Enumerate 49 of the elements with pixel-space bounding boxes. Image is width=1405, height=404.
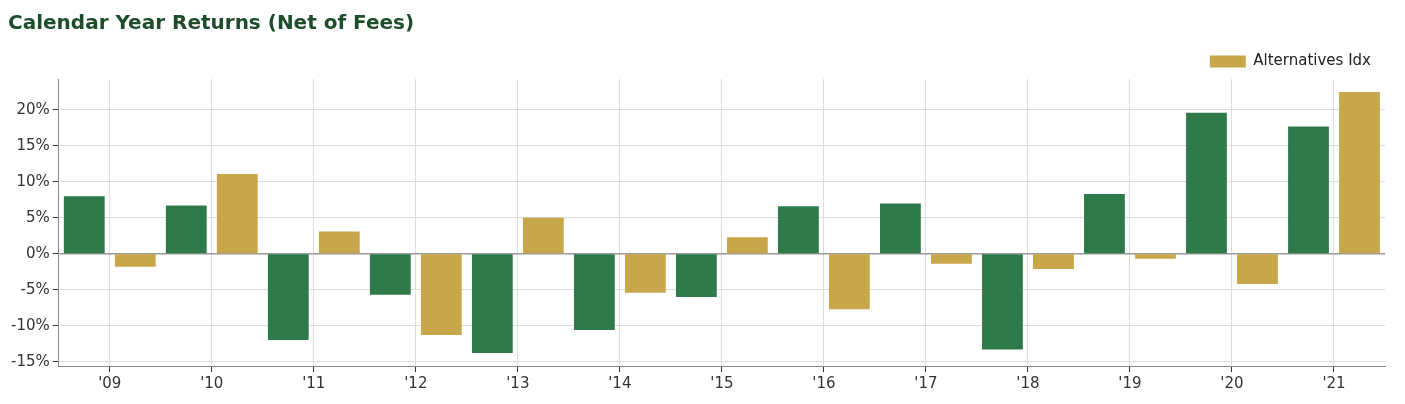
bar — [880, 203, 921, 254]
y-tick-label: 5% — [25, 207, 50, 226]
y-tick-label: -5% — [20, 279, 50, 298]
x-tick-label: '09 — [98, 373, 122, 392]
bar — [420, 254, 462, 336]
x-tick-label: '21 — [1322, 373, 1346, 392]
bar — [267, 254, 309, 341]
x-tick-label: '18 — [1016, 373, 1040, 392]
bar — [1186, 112, 1227, 254]
bar — [1339, 91, 1380, 254]
bar — [726, 237, 768, 254]
bar — [982, 254, 1023, 350]
bar — [63, 196, 105, 254]
bar — [829, 254, 870, 310]
bar — [369, 254, 411, 295]
bar — [777, 206, 819, 254]
bar — [522, 217, 564, 254]
bar — [165, 205, 207, 254]
x-tick-label: '12 — [404, 373, 428, 392]
bar — [1288, 126, 1329, 254]
bar — [471, 254, 513, 354]
bar — [216, 173, 258, 254]
y-tick-label: 20% — [16, 99, 50, 118]
x-tick-label: '13 — [506, 373, 530, 392]
bar — [1237, 254, 1278, 284]
y-tick-label: -15% — [10, 351, 50, 370]
x-tick-label: '17 — [914, 373, 938, 392]
y-tick-label: 0% — [25, 243, 50, 262]
bar — [114, 254, 156, 267]
bar — [318, 231, 360, 254]
y-tick-label: 10% — [16, 171, 50, 190]
x-tick-label: '11 — [302, 373, 326, 392]
chart-title: Calendar Year Returns (Net of Fees) — [8, 10, 415, 35]
bar — [675, 254, 717, 297]
bar — [1033, 254, 1074, 269]
x-tick-label: '20 — [1220, 373, 1244, 392]
bar — [573, 254, 615, 331]
x-tick-label: '19 — [1118, 373, 1142, 392]
x-tick-label: '10 — [200, 373, 224, 392]
bar — [624, 254, 666, 293]
x-tick-label: '14 — [608, 373, 632, 392]
bar — [1084, 194, 1125, 254]
x-tick-label: '15 — [710, 373, 734, 392]
x-tick-label: '16 — [812, 373, 836, 392]
y-tick-label: -10% — [10, 315, 50, 334]
y-tick-label: 15% — [16, 135, 50, 154]
legend-label: Alternatives Idx — [1253, 51, 1372, 70]
bar — [1135, 254, 1176, 259]
bar — [931, 254, 972, 264]
